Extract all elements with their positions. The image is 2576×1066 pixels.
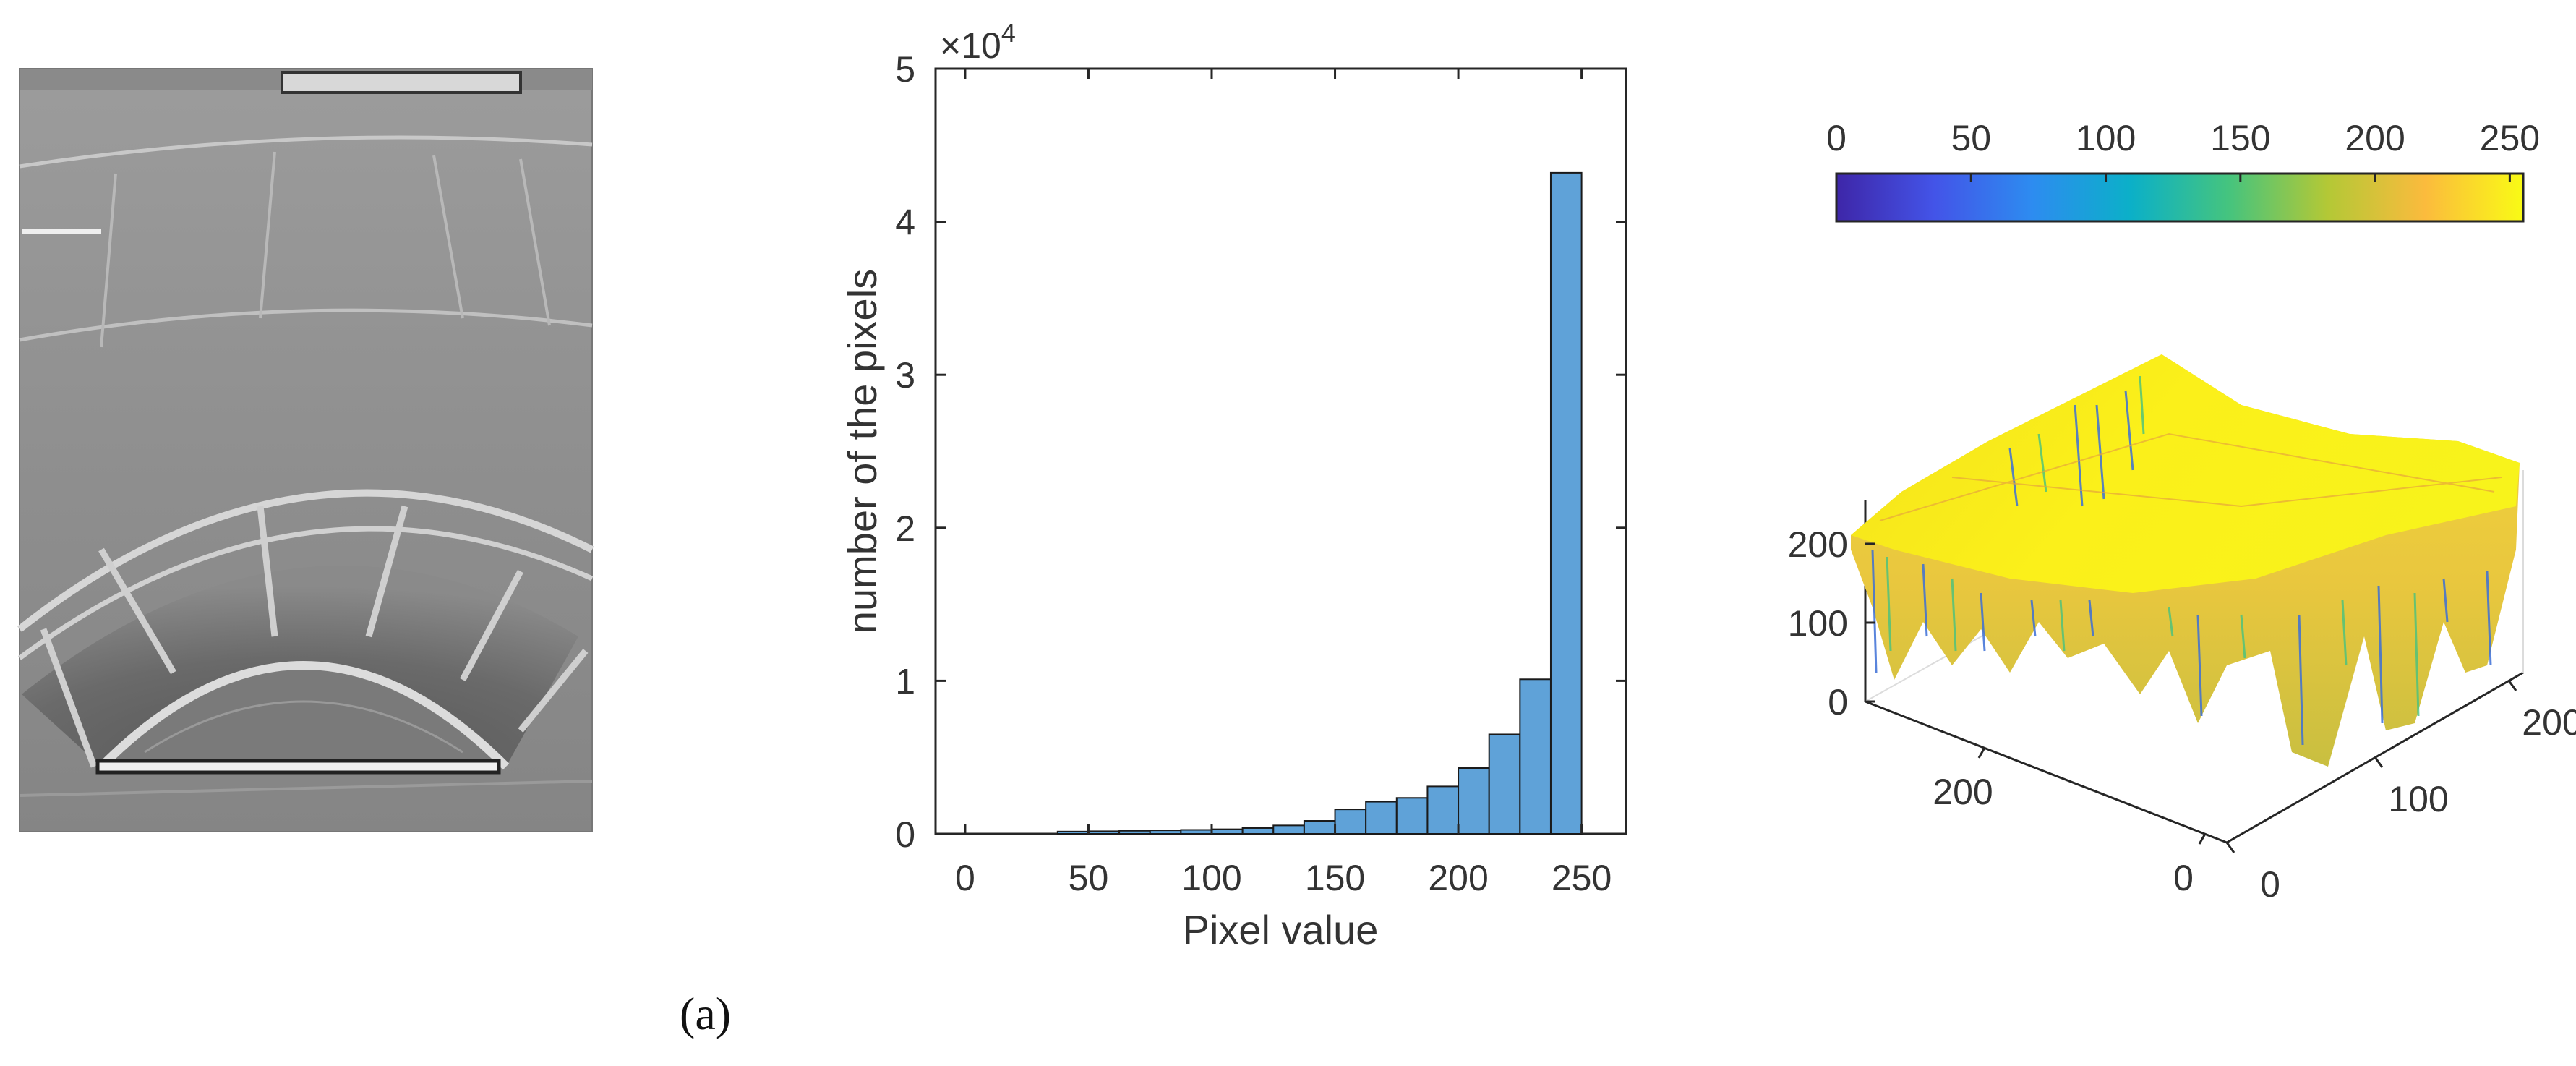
x-tick-label: 0 (955, 858, 975, 898)
y-axis-label: number of the pixels (839, 269, 885, 634)
histogram-bar (1549, 171, 1583, 835)
x-tick-mark (2225, 842, 2235, 853)
panel-label: (a) (680, 988, 732, 1039)
surface-mesh (1851, 354, 2520, 767)
y-tick-label: 1 (895, 661, 915, 702)
y-tick-mark (2198, 833, 2207, 845)
y-tick-label: 5 (895, 49, 915, 90)
colorbar-tick-label: 100 (2076, 118, 2136, 158)
x-tick-label: 50 (1069, 858, 1109, 898)
y-tick-label: 2 (895, 508, 915, 549)
y-tick-label: 0 (895, 814, 915, 855)
histogram-bar (1118, 830, 1151, 835)
x-tick-label: 100 (2388, 779, 2448, 819)
histogram-bar (1087, 830, 1121, 835)
histogram-bar (1149, 830, 1182, 835)
x-tick-mark (2374, 756, 2384, 768)
z-tick-label: 100 (1788, 603, 1848, 644)
colorbar (1835, 172, 2525, 223)
histogram-bar (1488, 733, 1521, 835)
x-tick-label: 150 (1305, 858, 1365, 898)
histogram-bar (1334, 809, 1367, 835)
colorbar-tick-label: 50 (1951, 118, 1991, 158)
x-tick-label: 250 (1552, 858, 1612, 898)
histogram-bar (1365, 801, 1398, 835)
grayscale-photo (17, 68, 594, 832)
y-tick-label: 200 (1933, 772, 1993, 812)
colorbar-tick-label: 150 (2210, 118, 2270, 158)
x-axis-label: Pixel value (1183, 907, 1379, 952)
x-tick-label: 0 (2260, 864, 2280, 905)
histogram-bar (1395, 797, 1429, 835)
histogram-bar (1426, 785, 1460, 835)
histogram-bar (1458, 767, 1490, 835)
histogram-bar (1272, 824, 1305, 835)
x-tick-label: 100 (1181, 858, 1241, 898)
x-axis-line (1865, 700, 2228, 844)
y-tick-label: 4 (895, 202, 915, 243)
histogram-bar (1241, 827, 1275, 835)
histogram-bar (1303, 820, 1336, 835)
surface-plot: 0 50 100 150 200 250 (1788, 118, 2576, 905)
x-tick-label: 200 (1428, 858, 1488, 898)
colorbar-tick-label: 0 (1826, 118, 1847, 158)
y-exponent-label: ×104 (940, 18, 1016, 66)
colorbar-tick-label: 250 (2480, 118, 2540, 158)
histogram-axes-frame (934, 67, 1627, 835)
histogram-bar (1180, 829, 1213, 835)
histogram-bar (1056, 830, 1090, 835)
histogram-bar (1519, 678, 1552, 835)
y-tick-label: 3 (895, 355, 915, 396)
x-tick-mark (2507, 680, 2517, 691)
y-tick-label: 0 (2173, 858, 2194, 898)
histogram-bar (1211, 828, 1244, 835)
z-tick-label: 0 (1828, 682, 1848, 722)
y-tick-mark (1977, 747, 1986, 759)
colorbar-tick-label: 200 (2345, 118, 2405, 158)
x-tick-label: 200 (2522, 702, 2576, 743)
z-tick-label: 200 (1788, 524, 1848, 565)
